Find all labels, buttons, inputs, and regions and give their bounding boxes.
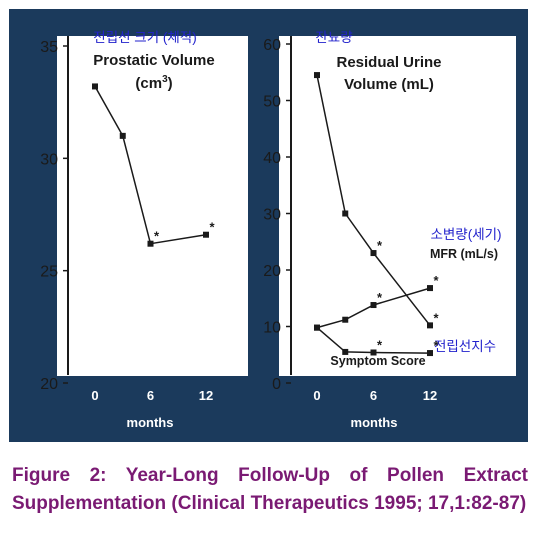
right-y-tick-label: 60	[263, 37, 281, 54]
right-y-tick-label: 50	[263, 94, 281, 111]
mfr-korean-label: 소변량(세기)	[430, 227, 501, 242]
mfr-label: MFR (mL/s)	[430, 247, 498, 261]
residual-label-line2: Volume (mL)	[344, 76, 434, 93]
right-series-0-point	[370, 250, 377, 257]
figure-panel: 전립선 크기 (체적) Prostatic Volume (cm3) 잔뇨량 R…	[9, 9, 528, 442]
right-series-0-significance-marker: *	[433, 310, 439, 325]
right-series-1-significance-marker: *	[377, 290, 383, 305]
left-x-axis-title: months	[127, 415, 174, 430]
right-series-2-point	[342, 348, 349, 355]
left-x-tick-label: 0	[91, 388, 98, 403]
right-x-tick-label: 6	[370, 388, 377, 403]
left-series-0-significance-marker: *	[209, 220, 215, 235]
right-series-0-point	[314, 72, 320, 79]
symptom-korean-label: 전립선지수	[434, 339, 496, 354]
right-series-2-line	[316, 327, 431, 354]
right-series-0-point	[342, 210, 349, 217]
left-series-0-point	[92, 83, 98, 90]
right-series-2-point	[427, 350, 433, 357]
right-series-1-point	[370, 302, 377, 309]
left-y-tick-label: 35	[40, 39, 58, 56]
right-series-2-significance-marker: *	[377, 337, 383, 352]
right-series-1-point	[342, 316, 349, 323]
charts-svg: 전립선 크기 (체적) Prostatic Volume (cm3) 잔뇨량 R…	[40, 30, 516, 430]
right-series-1-point	[427, 285, 433, 292]
right-x-axis-title: months	[351, 415, 398, 430]
left-chart-title: Prostatic Volume	[93, 52, 214, 69]
left-korean-title: 전립선 크기 (체적)	[93, 30, 196, 45]
left-series-0-point	[119, 132, 126, 139]
right-series-1-line	[316, 287, 431, 329]
right-series-2-significance-marker: *	[433, 338, 439, 353]
left-y-tick-label: 20	[40, 376, 58, 393]
right-y-tick-label: 10	[263, 320, 281, 337]
right-y-tick-label: 30	[263, 207, 281, 224]
right-x-tick-label: 12	[423, 388, 437, 403]
right-y-tick-label: 40	[263, 150, 281, 167]
left-x-tick-label: 6	[147, 388, 154, 403]
right-series-0-significance-marker: *	[377, 238, 383, 253]
left-y-tick-label: 30	[40, 151, 58, 168]
left-chart-units: (cm3)	[135, 74, 172, 92]
right-y-tick-label: 20	[263, 263, 281, 280]
right-series-2-point	[314, 324, 320, 331]
left-plot-area	[57, 36, 248, 376]
left-series-0-line	[94, 86, 207, 245]
right-series-0-point	[427, 322, 433, 329]
left-series-0-point	[147, 240, 154, 247]
right-series-0-line	[316, 74, 431, 326]
right-x-tick-label: 0	[313, 388, 320, 403]
right-plot-area	[279, 36, 516, 376]
right-series-1-significance-marker: *	[433, 273, 439, 288]
figure-caption-line2: Supplementation (Clinical Therapeutics 1…	[12, 493, 527, 514]
left-series-0-significance-marker: *	[154, 229, 160, 244]
residual-label-line1: Residual Urine	[336, 54, 441, 71]
right-y-tick-label: 0	[272, 376, 281, 393]
residual-korean-label: 잔뇨량	[315, 30, 352, 45]
symptom-label: Symptom Score	[330, 354, 425, 368]
right-series-2-point	[370, 349, 377, 356]
left-series-0-point	[203, 231, 209, 238]
left-x-tick-label: 12	[199, 388, 213, 403]
figure-caption-line1: Figure 2: Year-Long Follow-Up of Pollen …	[12, 465, 528, 486]
chart-marks: 20 25 30 35 0 6 12 * * 0 10 20 30 40 50 60 0 6 12 * * * * * *	[40, 37, 439, 403]
left-y-tick-label: 25	[40, 264, 58, 281]
